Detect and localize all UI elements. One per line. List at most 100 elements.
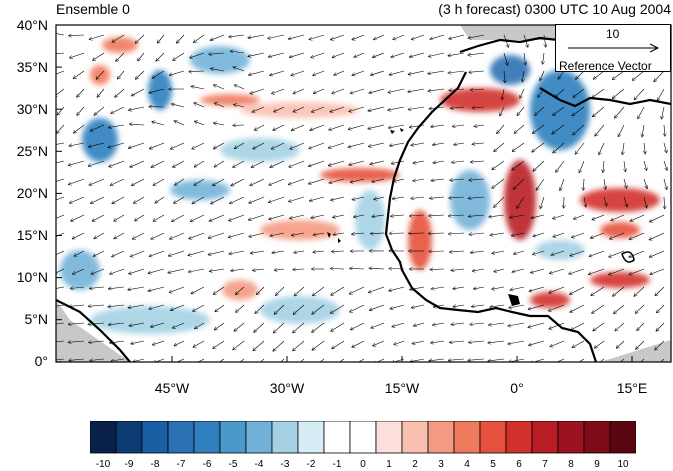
wind-vector bbox=[234, 322, 245, 331]
wind-vector bbox=[629, 232, 645, 239]
wind-vector bbox=[632, 70, 645, 80]
reference-vector-box: 10 Reference Vector bbox=[555, 24, 671, 73]
wind-vector bbox=[230, 51, 245, 54]
wind-vector bbox=[135, 214, 145, 221]
anomaly-patch bbox=[90, 306, 210, 334]
wind-vector bbox=[352, 340, 365, 347]
wind-vector bbox=[352, 34, 365, 40]
wind-vector bbox=[214, 85, 225, 90]
wind-vector bbox=[454, 143, 465, 145]
anomaly-patch bbox=[590, 272, 650, 288]
wind-vector bbox=[229, 250, 245, 254]
wind-vector bbox=[613, 286, 625, 296]
lon-label-15e: 15°E bbox=[616, 380, 648, 396]
wind-vector bbox=[609, 268, 625, 275]
wind-vector bbox=[599, 142, 605, 155]
wind-vector bbox=[431, 125, 445, 127]
anomaly-patch bbox=[170, 180, 230, 200]
wind-vector bbox=[650, 268, 665, 274]
colorbar-swatch bbox=[401, 421, 429, 454]
wind-vector bbox=[372, 215, 385, 217]
lat-label-0: 0° bbox=[34, 353, 48, 369]
wind-vector bbox=[230, 196, 245, 204]
wind-vector bbox=[373, 52, 385, 57]
wind-vector bbox=[492, 250, 505, 253]
wind-vector bbox=[130, 250, 145, 257]
wind-vector bbox=[433, 143, 445, 145]
wind-vector bbox=[497, 124, 505, 134]
wind-vector bbox=[94, 106, 105, 115]
anomaly-patch bbox=[490, 55, 530, 85]
wind-vector bbox=[260, 358, 265, 362]
wind-vector bbox=[269, 214, 285, 219]
wind-vector bbox=[254, 322, 265, 332]
wind-vector bbox=[331, 304, 345, 313]
anomaly-patch bbox=[600, 222, 640, 238]
wind-vector bbox=[533, 250, 545, 255]
wind-vector bbox=[504, 70, 505, 83]
wind-vector bbox=[197, 358, 205, 362]
wind-vector bbox=[293, 106, 305, 112]
colorbar-tick-label: 6 bbox=[516, 459, 522, 470]
wind-vector bbox=[374, 34, 385, 40]
wind-vector bbox=[490, 232, 505, 235]
bioko-island bbox=[508, 294, 520, 306]
wind-vector bbox=[594, 70, 605, 79]
wind-vector bbox=[494, 268, 505, 272]
wind-vector bbox=[110, 340, 125, 343]
wind-vector bbox=[56, 88, 65, 97]
wind-vector bbox=[300, 358, 305, 362]
wind-vector bbox=[350, 88, 365, 93]
colorbar-tick-label: -1 bbox=[332, 459, 342, 470]
colorbar-swatch bbox=[245, 421, 273, 454]
wind-vector bbox=[611, 214, 625, 221]
wind-vector bbox=[512, 160, 525, 170]
wind-vector bbox=[572, 340, 585, 348]
wind-vector bbox=[348, 142, 365, 147]
wind-vector bbox=[574, 358, 585, 362]
plot-title-right: (3 h forecast) 0300 UTC 10 Aug 2004 bbox=[438, 1, 671, 17]
wind-vector bbox=[229, 34, 245, 37]
wind-vector bbox=[109, 160, 125, 167]
wind-vector bbox=[573, 88, 585, 97]
wind-vector bbox=[640, 358, 645, 362]
wind-vector bbox=[313, 232, 325, 235]
wind-vector bbox=[350, 268, 365, 269]
wind-vector bbox=[433, 322, 445, 325]
wind-vector bbox=[532, 142, 545, 152]
wind-vector bbox=[413, 160, 425, 163]
wind-vector bbox=[319, 358, 325, 362]
wind-vector bbox=[294, 251, 305, 253]
wind-vector bbox=[572, 232, 585, 238]
wind-vector bbox=[390, 304, 405, 309]
wind-vector bbox=[508, 340, 525, 344]
wind-vector bbox=[235, 85, 245, 90]
wind-vector bbox=[488, 340, 505, 343]
wind-vector bbox=[215, 322, 225, 330]
wind-vector bbox=[195, 121, 205, 126]
wind-vector bbox=[152, 122, 165, 126]
wind-vector bbox=[654, 70, 665, 82]
lat-label-5n: 5°N bbox=[24, 311, 49, 327]
wind-vector bbox=[433, 304, 445, 307]
wind-vector bbox=[374, 196, 385, 199]
wind-vector bbox=[500, 106, 505, 116]
wind-vector bbox=[148, 286, 165, 291]
wind-vector bbox=[592, 88, 605, 98]
wind-vector bbox=[644, 142, 645, 154]
wind-vector bbox=[151, 232, 165, 239]
wind-vector bbox=[657, 88, 665, 101]
wind-vector bbox=[257, 286, 265, 295]
wind-vector bbox=[218, 358, 225, 362]
colorbar-swatch bbox=[349, 421, 377, 454]
wind-vector bbox=[553, 214, 565, 219]
lon-label-0: 0° bbox=[510, 380, 524, 396]
wind-vector bbox=[111, 358, 125, 361]
reference-vector-magnitude: 10 bbox=[606, 27, 620, 41]
lat-label-20n: 20°N bbox=[16, 185, 48, 201]
wind-vector bbox=[69, 35, 85, 36]
wind-vector bbox=[468, 215, 485, 216]
wind-vector bbox=[410, 358, 425, 362]
wind-vector bbox=[214, 160, 225, 167]
colorbar-tick-label: -4 bbox=[254, 459, 264, 470]
